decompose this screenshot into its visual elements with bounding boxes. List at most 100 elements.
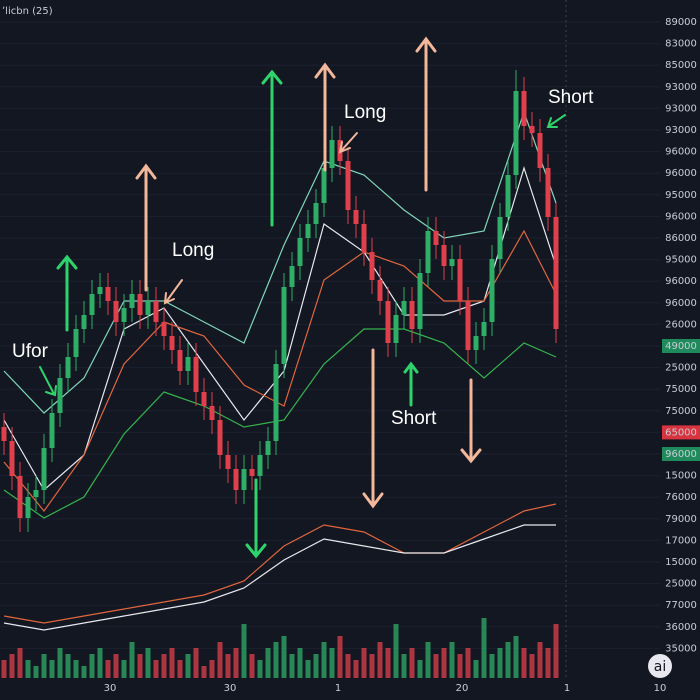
volume-bar	[377, 642, 383, 678]
volume-bar	[57, 648, 63, 678]
volume-bar	[9, 654, 15, 678]
candle-body	[209, 406, 215, 420]
candle-body	[65, 357, 71, 378]
price-label: 86000	[665, 233, 697, 244]
price-label: 75000	[665, 384, 697, 395]
x-tick-label: 1	[335, 683, 341, 694]
volume-bar	[553, 624, 559, 678]
volume-bar	[201, 666, 207, 678]
price-label: 93000	[665, 103, 697, 114]
volume-bar	[193, 648, 199, 678]
candle-body	[521, 91, 527, 126]
volume-bar	[289, 654, 295, 678]
candle-body	[449, 259, 455, 266]
price-label: 95000	[665, 255, 697, 266]
volume-bar	[33, 666, 39, 678]
volume-bar	[473, 660, 479, 678]
candle-body	[553, 217, 559, 329]
candle-body	[465, 301, 471, 350]
candle-body	[1, 427, 7, 441]
candle-body	[257, 455, 263, 476]
annotation: Long	[172, 240, 214, 261]
candle-body	[249, 469, 255, 476]
indicator-line	[3, 229, 557, 512]
indicator-line	[3, 110, 557, 414]
candle-body	[289, 266, 295, 287]
x-tick-label: 10	[654, 683, 667, 694]
volume-bar	[409, 648, 415, 678]
candle-body	[49, 413, 55, 448]
candle-body	[345, 161, 351, 210]
candle-body	[241, 469, 247, 490]
volume-bar	[73, 660, 79, 678]
candle-body	[361, 224, 367, 252]
x-tick-label: 30	[104, 683, 117, 694]
volume-bar	[265, 648, 271, 678]
volume-bar	[393, 624, 399, 678]
volume-bar	[297, 648, 303, 678]
candle-body	[353, 210, 359, 224]
candle-body	[25, 497, 31, 518]
candle-body	[201, 392, 207, 406]
volume-bar	[121, 660, 127, 678]
volume-bar	[449, 642, 455, 678]
candle-body	[217, 420, 223, 455]
volume-bar	[401, 654, 407, 678]
candle-body	[97, 287, 103, 294]
candle-body	[113, 301, 119, 322]
candle-body	[273, 364, 279, 441]
candle-body	[169, 336, 175, 350]
candle-body	[497, 217, 503, 259]
volume-bar	[281, 636, 287, 678]
price-label: 96000	[665, 168, 697, 179]
volume-bar	[313, 654, 319, 678]
candle-body	[233, 469, 239, 490]
volume-bar	[249, 654, 255, 678]
volume-bar	[225, 654, 231, 678]
volume-bar	[129, 642, 135, 678]
volume-bar	[217, 642, 223, 678]
candle-body	[417, 273, 423, 329]
volume-bar	[465, 648, 471, 678]
annotation: Short	[391, 408, 437, 429]
annotation: Short	[548, 87, 594, 108]
volume-bar	[113, 654, 119, 678]
volume-bar	[105, 660, 111, 678]
volume-bar	[385, 648, 391, 678]
volume-bar	[337, 636, 343, 678]
price-label: 96000	[665, 211, 697, 222]
volume-bar	[137, 654, 143, 678]
candle-body	[489, 259, 495, 322]
candle-body	[321, 168, 327, 203]
volume-bar	[241, 624, 247, 678]
chart-title: ʼlicbn (25)	[2, 6, 53, 17]
price-label: 15000	[665, 471, 697, 482]
volume-bar	[145, 648, 151, 678]
candle-body	[9, 441, 15, 476]
candle-body	[393, 315, 399, 343]
volume-bar	[257, 660, 263, 678]
volume-bar	[345, 654, 351, 678]
candle-body	[545, 168, 551, 217]
candle-body	[57, 378, 63, 413]
volume-bar	[417, 660, 423, 678]
candle-body	[505, 175, 511, 217]
volume-bar	[17, 648, 23, 678]
candle-body	[537, 133, 543, 168]
volume-bar	[433, 654, 439, 678]
candle-body	[73, 329, 79, 357]
price-label: 79000	[665, 514, 697, 525]
candle-body	[377, 280, 383, 301]
x-tick-label: 20	[456, 683, 469, 694]
candle-body	[145, 301, 151, 315]
candle-body	[153, 301, 159, 322]
candle-body	[425, 231, 431, 273]
price-label: 89000	[665, 17, 697, 28]
price-label: 83000	[665, 39, 697, 50]
candle-body	[401, 301, 407, 315]
annotation: Long	[344, 102, 386, 123]
indicator-line	[3, 328, 557, 519]
candle-body	[185, 357, 191, 371]
